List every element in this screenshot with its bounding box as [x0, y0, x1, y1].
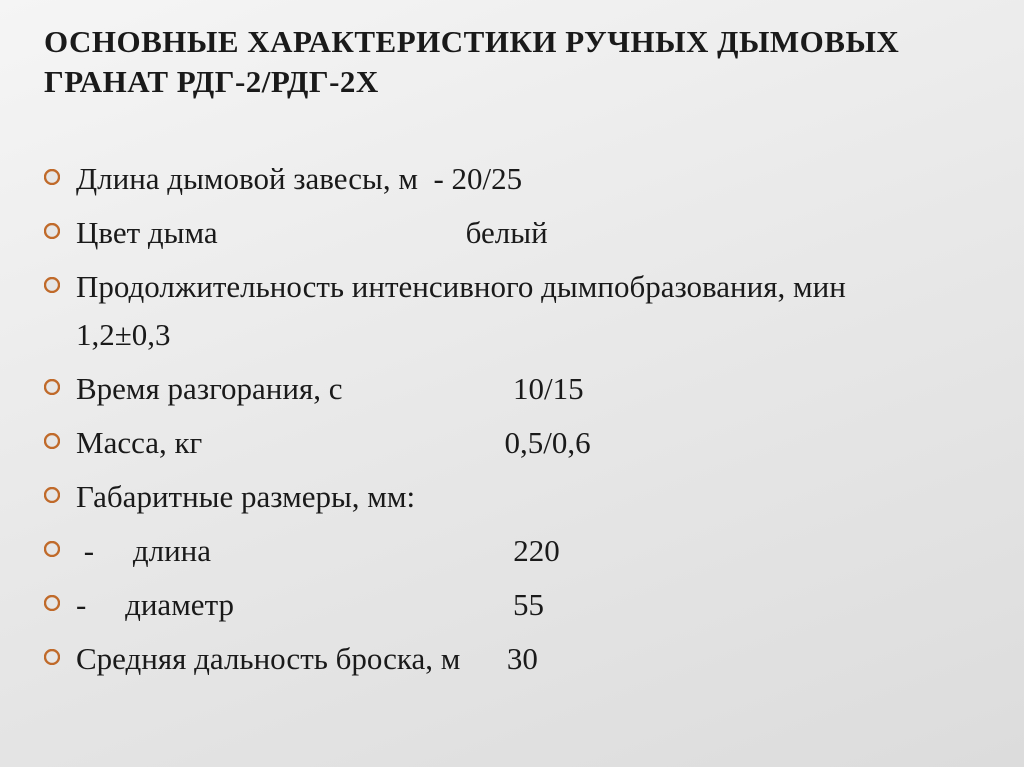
list-item-text: Габаритные размеры, мм: [76, 473, 990, 521]
list-item: Масса, кг 0,5/0,6 [44, 419, 990, 467]
bullet-icon [44, 433, 60, 449]
list-item: Продолжительность интенсивного дымпобраз… [44, 263, 990, 359]
list-item: Средняя дальность броска, м 30 [44, 635, 990, 683]
bullet-icon [44, 379, 60, 395]
list-item: - диаметр 55 [44, 581, 990, 629]
list-item-text: Масса, кг 0,5/0,6 [76, 419, 990, 467]
bullet-icon [44, 169, 60, 185]
bullet-icon [44, 277, 60, 293]
bullet-icon [44, 649, 60, 665]
bullet-icon [44, 223, 60, 239]
slide: ОСНОВНЫЕ ХАРАКТЕРИСТИКИ РУЧНЫХ ДЫМОВЫХ Г… [0, 0, 1024, 767]
list-item-text: Цвет дыма белый [76, 209, 990, 257]
list-item: Габаритные размеры, мм: [44, 473, 990, 521]
bullet-list: Длина дымовой завесы, м - 20/25 Цвет дыма… [44, 155, 990, 683]
list-item-text: Время разгорания, с 10/15 [76, 365, 990, 413]
bullet-icon [44, 595, 60, 611]
slide-title: ОСНОВНЫЕ ХАРАКТЕРИСТИКИ РУЧНЫХ ДЫМОВЫХ Г… [44, 22, 990, 103]
list-item: Длина дымовой завесы, м - 20/25 [44, 155, 990, 203]
list-item-text: - диаметр 55 [76, 581, 990, 629]
list-item: Цвет дыма белый [44, 209, 990, 257]
list-item: - длина 220 [44, 527, 990, 575]
list-item: Время разгорания, с 10/15 [44, 365, 990, 413]
list-item-text: Средняя дальность броска, м 30 [76, 635, 990, 683]
bullet-icon [44, 487, 60, 503]
bullet-icon [44, 541, 60, 557]
list-item-text: Продолжительность интенсивного дымпобраз… [76, 263, 990, 359]
list-item-text: - длина 220 [76, 527, 990, 575]
list-item-text: Длина дымовой завесы, м - 20/25 [76, 155, 990, 203]
